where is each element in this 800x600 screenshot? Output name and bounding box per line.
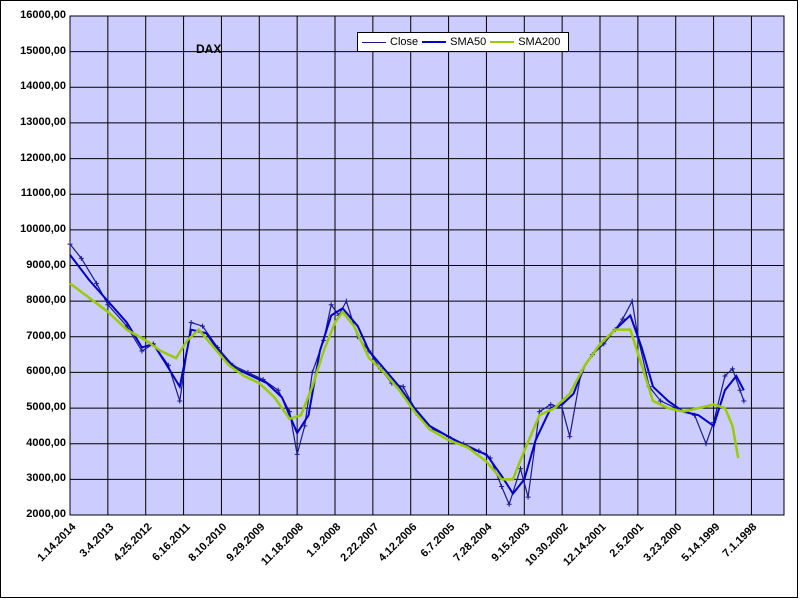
legend: Close SMA50 SMA200 [357, 32, 569, 52]
close-point-marker [737, 387, 743, 393]
y-tick-label: 4000,00 [26, 436, 66, 449]
y-tick-label: 2000,00 [26, 508, 66, 520]
close-point-marker [343, 298, 349, 304]
close-point-marker [499, 483, 505, 489]
chart-title: DAX [196, 42, 222, 56]
legend-label: SMA50 [450, 36, 487, 48]
legend-item-sma200: SMA200 [490, 36, 560, 48]
close-point-marker [741, 398, 747, 404]
close-point-marker [722, 373, 728, 379]
close-point-marker [730, 366, 736, 372]
close-point-marker [67, 241, 73, 247]
close-point-marker [518, 466, 524, 472]
close-point-marker [525, 494, 531, 500]
legend-swatch [490, 41, 515, 43]
close-point-marker [302, 423, 308, 429]
y-tick-label: 9000,00 [26, 258, 66, 271]
y-tick-label: 5000,00 [26, 401, 66, 414]
close-point-marker [629, 298, 635, 304]
legend-label: Close [390, 36, 419, 48]
close-point-marker [309, 369, 315, 375]
series-line-sma200 [69, 282, 740, 481]
y-tick-label: 8000,00 [26, 294, 66, 307]
close-point-marker [506, 501, 512, 507]
close-point-marker [177, 398, 183, 404]
close-point-marker [658, 398, 664, 404]
close-point-marker [294, 451, 300, 457]
series-line-sma50 [69, 254, 745, 496]
y-tick-label: 12000,00 [20, 151, 66, 164]
y-tick-label: 6000,00 [26, 365, 66, 378]
close-point-marker [275, 387, 281, 393]
close-point-marker [400, 384, 406, 390]
close-point-marker [78, 255, 84, 261]
y-tick-label: 13000,00 [20, 115, 66, 128]
close-point-marker [139, 348, 145, 354]
y-tick-label: 10000,00 [20, 222, 66, 235]
close-point-marker [188, 320, 194, 326]
y-tick-label: 14000,00 [20, 80, 66, 93]
legend-item-close: Close [362, 36, 418, 48]
close-point-marker [601, 341, 607, 347]
close-point-marker [200, 323, 206, 329]
legend-item-sma50: SMA50 [422, 36, 486, 48]
y-tick-label: 11000,00 [20, 187, 66, 200]
close-point-marker [548, 402, 554, 408]
close-point-marker [105, 302, 111, 308]
close-point-marker [94, 280, 100, 286]
y-tick-label: 16000,00 [20, 9, 66, 21]
legend-label: SMA200 [518, 36, 561, 48]
close-point-marker [328, 302, 334, 308]
close-point-marker [536, 409, 542, 415]
close-point-marker [567, 434, 573, 440]
legend-swatch [422, 41, 447, 43]
close-point-marker [559, 405, 565, 411]
legend-swatch [362, 41, 386, 43]
y-tick-label: 3000,00 [26, 472, 66, 485]
y-tick-label: 15000,00 [20, 44, 66, 57]
close-point-marker [620, 316, 626, 322]
y-tick-label: 7000,00 [26, 329, 66, 342]
close-point-marker [703, 441, 709, 447]
